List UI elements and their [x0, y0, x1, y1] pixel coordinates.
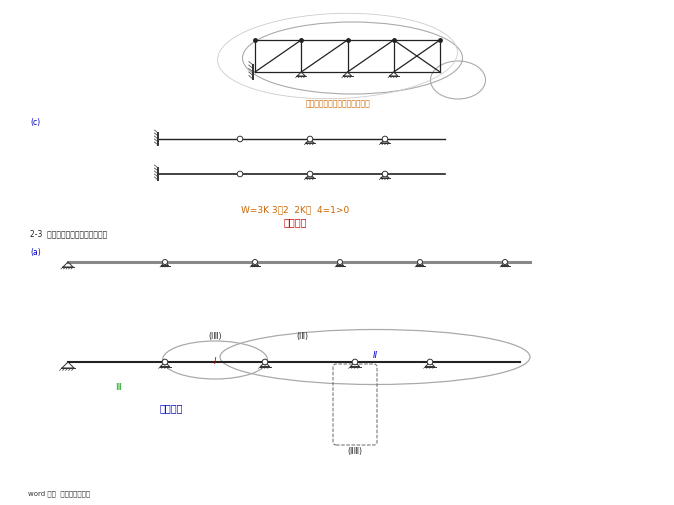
- Circle shape: [237, 137, 243, 142]
- Text: 几何不变: 几何不变: [160, 402, 183, 412]
- Circle shape: [162, 260, 168, 265]
- Circle shape: [253, 260, 257, 265]
- Text: W=3K 3＋2  2K－  4=1>0: W=3K 3＋2 2K－ 4=1>0: [241, 205, 349, 214]
- Circle shape: [237, 172, 243, 177]
- Circle shape: [382, 172, 388, 177]
- Circle shape: [417, 260, 423, 265]
- Text: 2-3  试分析图示体系的几何构造。: 2-3 试分析图示体系的几何构造。: [30, 229, 107, 238]
- Circle shape: [382, 137, 388, 142]
- Circle shape: [262, 360, 268, 365]
- Circle shape: [307, 137, 313, 142]
- Text: 有一个多余约束的几何不变体系: 有一个多余约束的几何不变体系: [305, 99, 371, 108]
- Circle shape: [162, 360, 168, 365]
- Text: (ⅠⅡ): (ⅠⅡ): [296, 331, 308, 340]
- Text: Ⅱ: Ⅱ: [373, 350, 377, 359]
- Text: (a): (a): [30, 247, 40, 256]
- Text: word 文件  可自由复制编辑: word 文件 可自由复制编辑: [28, 489, 90, 496]
- Text: (ⅠⅢ): (ⅠⅢ): [208, 331, 222, 340]
- Circle shape: [307, 172, 313, 177]
- Circle shape: [503, 260, 508, 265]
- Text: (ⅡⅢ): (ⅡⅢ): [348, 446, 363, 456]
- Text: 可变体系: 可变体系: [283, 217, 307, 227]
- Text: Ⅲ: Ⅲ: [115, 383, 121, 392]
- Circle shape: [427, 360, 433, 365]
- Circle shape: [338, 260, 342, 265]
- Text: Ⅰ: Ⅰ: [214, 356, 216, 365]
- Circle shape: [353, 360, 358, 365]
- Text: (c): (c): [30, 117, 40, 126]
